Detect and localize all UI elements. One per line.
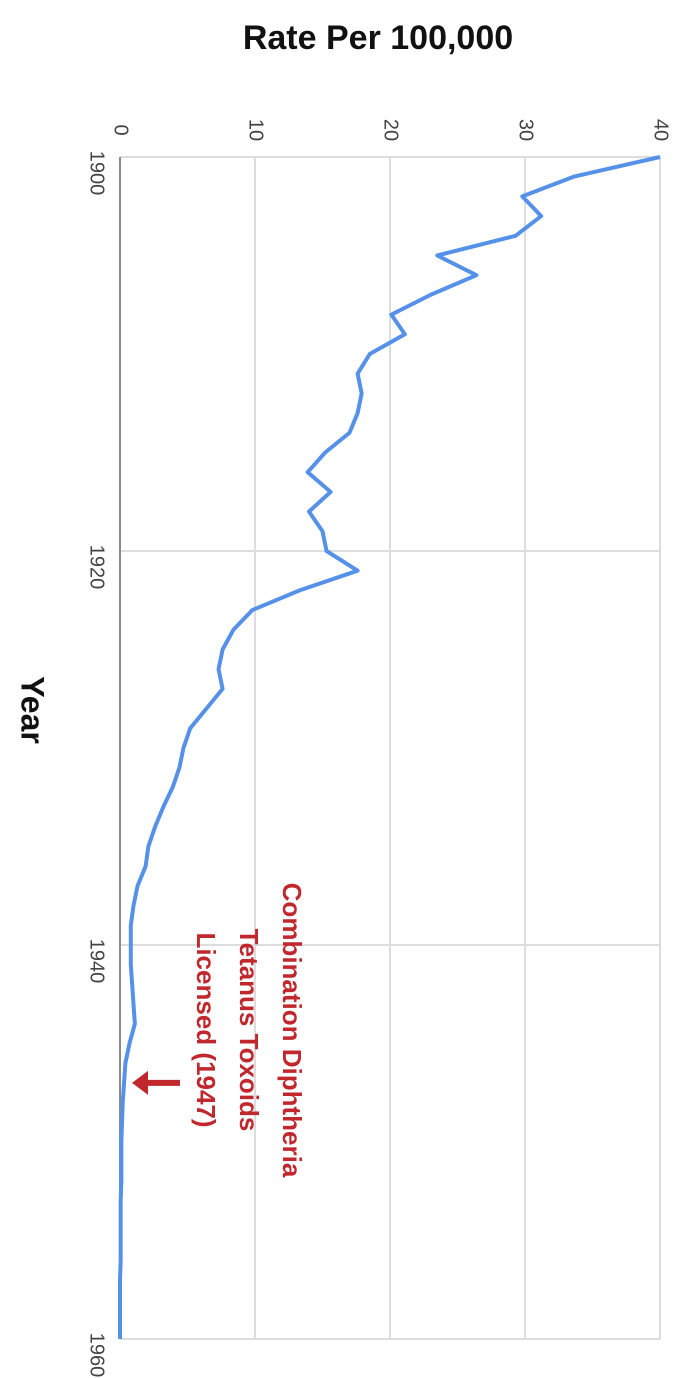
annotation-text: Licensed (1947) [191,932,221,1127]
annotation-arrowhead [132,1070,148,1095]
y-tick-label: 40 [650,119,672,141]
y-tick-label: 20 [380,119,402,141]
data-line [118,155,661,1339]
annotation-text: Combination Diphtheria [277,883,307,1178]
x-tick-label: 1960 [86,1333,108,1378]
x-tick-label: 1900 [86,151,108,196]
y-tick-label: 10 [245,119,267,141]
x-tick-label: 1920 [86,545,108,590]
annotation-text: Tetanus Toxoids [234,929,264,1132]
y-tick-label: 30 [515,119,537,141]
x-tick-label: 1940 [86,939,108,984]
y-tick-label: 0 [110,124,132,135]
chart-title: Rate Per 100,000 [243,19,513,57]
x-axis-label: Year [15,676,51,744]
